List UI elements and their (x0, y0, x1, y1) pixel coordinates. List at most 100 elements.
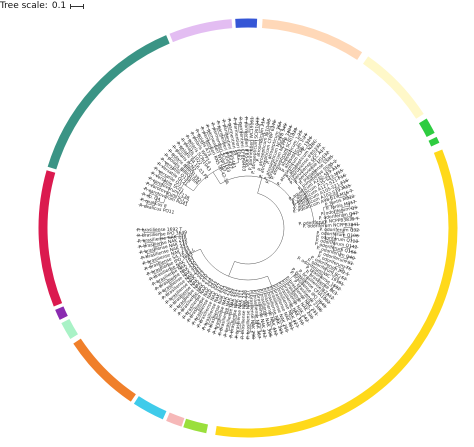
branch-radial (159, 278, 167, 284)
branch-radial (289, 167, 298, 177)
branch-radial (147, 177, 156, 182)
branch-radial (188, 142, 194, 150)
branch-radial (160, 157, 167, 164)
branch-radial (331, 289, 338, 296)
branch-radial (207, 325, 212, 333)
clade-ring-segment (61, 318, 78, 340)
branch-arc (258, 330, 265, 332)
tree-scale-label: Tree scale: (0, 1, 48, 11)
branch-arc (289, 320, 295, 324)
branch-arc (316, 302, 321, 307)
clade-ring-segment (47, 35, 170, 170)
leaf-label: P. brasiliense NAK 311 (234, 289, 245, 338)
branch-radial (164, 153, 171, 160)
branch-radial (195, 128, 201, 136)
leaf-label: P. parmentieri CFBP8403 (237, 117, 247, 172)
branch-arc (341, 182, 345, 189)
tree-scale-value: 0.1 (51, 1, 67, 11)
branch-radial (319, 146, 326, 153)
branch-radial (197, 320, 202, 329)
branch-arc (163, 186, 171, 204)
branch-radial (313, 269, 323, 276)
branch-radial (145, 241, 154, 244)
branch-radial (228, 117, 231, 126)
leaf-label: P. brasiliense NAK 238 (240, 290, 249, 339)
branch-radial (267, 276, 274, 290)
branch-radial (269, 321, 273, 330)
branch-radial (287, 133, 292, 141)
leaf-label: P. brasiliense IPO 3649 (137, 230, 187, 239)
branch-radial (284, 325, 288, 333)
branch-radial (154, 285, 162, 291)
branch-radial (192, 318, 197, 326)
branch-radial (217, 120, 221, 128)
leaf-label: P. brasiliense NAK 378 (138, 233, 187, 245)
branch-radial (146, 271, 154, 276)
branch-radial (206, 132, 211, 140)
branch-radial (258, 331, 260, 340)
branch-radial (329, 193, 338, 197)
branch-radial (211, 121, 215, 130)
branch-radial (343, 184, 352, 189)
branch-arc (278, 136, 288, 141)
branch-radial (345, 190, 354, 194)
branch-arc (234, 193, 285, 265)
branch-arc (187, 292, 203, 304)
branch-radial (343, 216, 352, 218)
branch-radial (181, 137, 187, 145)
branch-radial (351, 218, 360, 220)
branch-arc (219, 133, 230, 137)
branch-radial (326, 266, 335, 271)
branch-radial (269, 329, 272, 338)
branch-radial (173, 305, 180, 312)
branch-arc (178, 294, 187, 302)
branch-radial (230, 330, 233, 339)
branch-radial (224, 329, 227, 338)
branch-radial (182, 312, 188, 320)
branch-radial (158, 173, 167, 179)
branch-radial (325, 166, 333, 172)
branch-radial (176, 141, 183, 148)
branch-radial (334, 285, 342, 291)
branch-radial (141, 261, 150, 265)
branch-radial (198, 303, 203, 311)
branch-arc (350, 213, 352, 220)
branch-radial (351, 235, 360, 237)
leaf-label: P. brasiliense NAK 367 (251, 290, 262, 339)
branch-arc (224, 125, 231, 127)
branch-radial (346, 261, 355, 265)
branch-arc (200, 249, 268, 281)
branch-arc (288, 309, 298, 316)
branch-arc (196, 318, 202, 322)
branch-radial (172, 145, 179, 152)
branch-radial (147, 251, 156, 254)
branch-radial (330, 159, 338, 165)
clade-ring-segment (73, 338, 136, 402)
branch-radial (312, 309, 318, 316)
branch-radial (272, 312, 276, 321)
branch-radial (316, 305, 323, 313)
branch-radial (289, 305, 294, 313)
branch-arc (218, 310, 237, 316)
branch-radial (278, 120, 281, 129)
leaf-label: P. odoriferum Q32 (319, 227, 359, 234)
branch-arc (146, 201, 148, 207)
branch-radial (295, 273, 305, 283)
branch-radial (185, 134, 191, 142)
branch-radial (149, 193, 158, 197)
branch-radial (187, 248, 201, 256)
clade-color-ring (38, 18, 458, 438)
branch-radial (218, 328, 222, 337)
leaf-label: P. parmentieri F062 (231, 117, 242, 160)
branch-arc (288, 131, 294, 135)
branch-radial (296, 147, 301, 155)
branch-radial (283, 149, 289, 159)
branch-radial (186, 164, 195, 172)
branch-radial (155, 200, 164, 204)
branch-radial (320, 302, 327, 309)
branch-arc (186, 141, 191, 145)
branch-radial (299, 318, 304, 326)
branch-arc (159, 231, 162, 246)
branch-radial (324, 298, 331, 304)
